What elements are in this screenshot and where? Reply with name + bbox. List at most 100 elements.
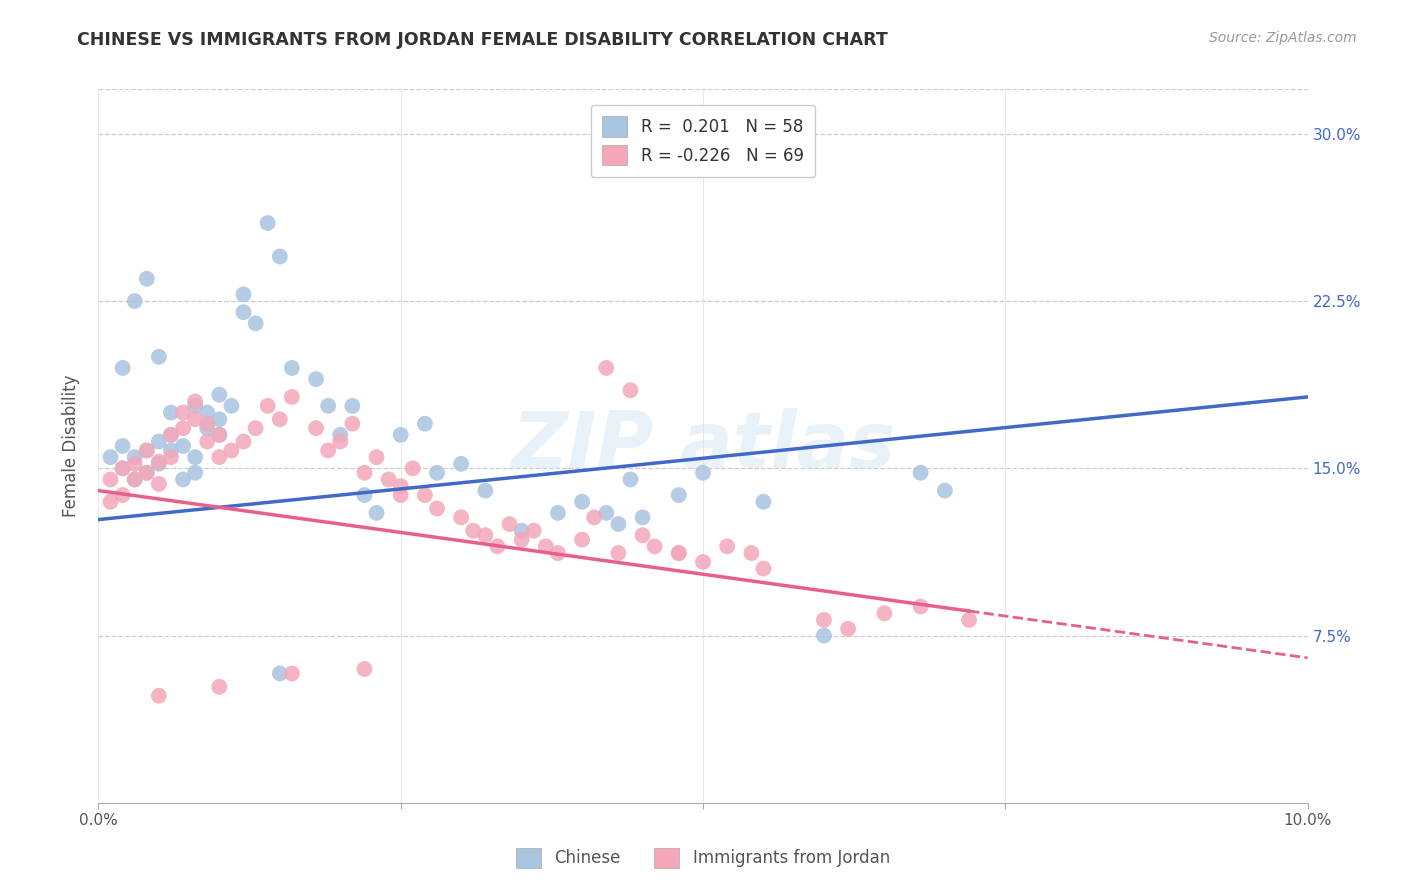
Point xyxy=(256,216,278,230)
Point xyxy=(752,494,775,508)
Point xyxy=(329,434,352,449)
Point xyxy=(353,488,375,502)
Point xyxy=(377,473,399,487)
Point xyxy=(195,417,218,431)
Point xyxy=(124,293,146,308)
Point xyxy=(208,680,231,694)
Point xyxy=(389,427,412,442)
Point xyxy=(172,405,194,419)
Point xyxy=(221,443,243,458)
Point xyxy=(281,390,304,404)
Point xyxy=(631,528,654,542)
Point xyxy=(413,417,436,431)
Point xyxy=(195,421,218,435)
Point xyxy=(281,666,304,681)
Point xyxy=(160,427,183,442)
Point xyxy=(208,387,231,401)
Point xyxy=(160,427,183,442)
Point xyxy=(160,450,183,464)
Point xyxy=(172,473,194,487)
Point xyxy=(232,305,254,319)
Point xyxy=(256,399,278,413)
Point xyxy=(111,439,134,453)
Point xyxy=(124,450,146,464)
Point xyxy=(135,271,157,285)
Point xyxy=(547,506,569,520)
Point xyxy=(124,473,146,487)
Point xyxy=(644,539,666,553)
Point xyxy=(873,607,896,621)
Point xyxy=(316,443,339,458)
Point xyxy=(813,628,835,642)
Point xyxy=(474,528,496,542)
Point xyxy=(135,443,157,458)
Point xyxy=(184,399,207,413)
Point xyxy=(571,494,593,508)
Point xyxy=(668,488,690,502)
Point xyxy=(148,434,170,449)
Point xyxy=(402,461,425,475)
Point xyxy=(100,473,122,487)
Point xyxy=(208,427,231,442)
Point xyxy=(184,412,207,426)
Point xyxy=(195,434,218,449)
Point xyxy=(595,360,617,375)
Point xyxy=(269,666,291,681)
Point xyxy=(426,501,449,516)
Point xyxy=(910,599,932,614)
Point xyxy=(510,533,533,547)
Point xyxy=(957,613,980,627)
Text: Source: ZipAtlas.com: Source: ZipAtlas.com xyxy=(1209,31,1357,45)
Point xyxy=(184,466,207,480)
Point xyxy=(316,399,339,413)
Point xyxy=(631,510,654,524)
Point xyxy=(523,524,546,538)
Point xyxy=(124,457,146,471)
Point xyxy=(366,450,388,464)
Point xyxy=(534,539,557,553)
Point xyxy=(740,546,762,560)
Point xyxy=(245,421,267,435)
Point xyxy=(148,476,170,491)
Point xyxy=(752,562,775,576)
Point xyxy=(353,466,375,480)
Point xyxy=(148,457,170,471)
Point xyxy=(305,372,328,386)
Point xyxy=(135,466,157,480)
Point xyxy=(837,622,859,636)
Point xyxy=(342,399,364,413)
Point xyxy=(450,457,472,471)
Point xyxy=(195,405,218,419)
Point xyxy=(208,427,231,442)
Point xyxy=(111,360,134,375)
Point xyxy=(111,488,134,502)
Point xyxy=(232,287,254,301)
Point xyxy=(135,443,157,458)
Point xyxy=(208,412,231,426)
Legend: Chinese, Immigrants from Jordan: Chinese, Immigrants from Jordan xyxy=(509,841,897,875)
Point xyxy=(426,466,449,480)
Text: ZIP atlas: ZIP atlas xyxy=(510,408,896,484)
Legend: R =  0.201   N = 58, R = -0.226   N = 69: R = 0.201 N = 58, R = -0.226 N = 69 xyxy=(591,104,815,177)
Point xyxy=(510,524,533,538)
Point xyxy=(934,483,956,498)
Point xyxy=(184,394,207,409)
Point xyxy=(486,539,509,553)
Point xyxy=(148,689,170,703)
Point xyxy=(135,466,157,480)
Point xyxy=(232,434,254,449)
Point xyxy=(547,546,569,560)
Point xyxy=(184,450,207,464)
Y-axis label: Female Disability: Female Disability xyxy=(62,375,80,517)
Point xyxy=(172,439,194,453)
Point xyxy=(668,546,690,560)
Point xyxy=(269,412,291,426)
Point xyxy=(668,546,690,560)
Point xyxy=(124,473,146,487)
Text: CHINESE VS IMMIGRANTS FROM JORDAN FEMALE DISABILITY CORRELATION CHART: CHINESE VS IMMIGRANTS FROM JORDAN FEMALE… xyxy=(77,31,889,49)
Point xyxy=(281,360,304,375)
Point xyxy=(619,473,641,487)
Point xyxy=(245,316,267,330)
Point xyxy=(160,405,183,419)
Point xyxy=(148,350,170,364)
